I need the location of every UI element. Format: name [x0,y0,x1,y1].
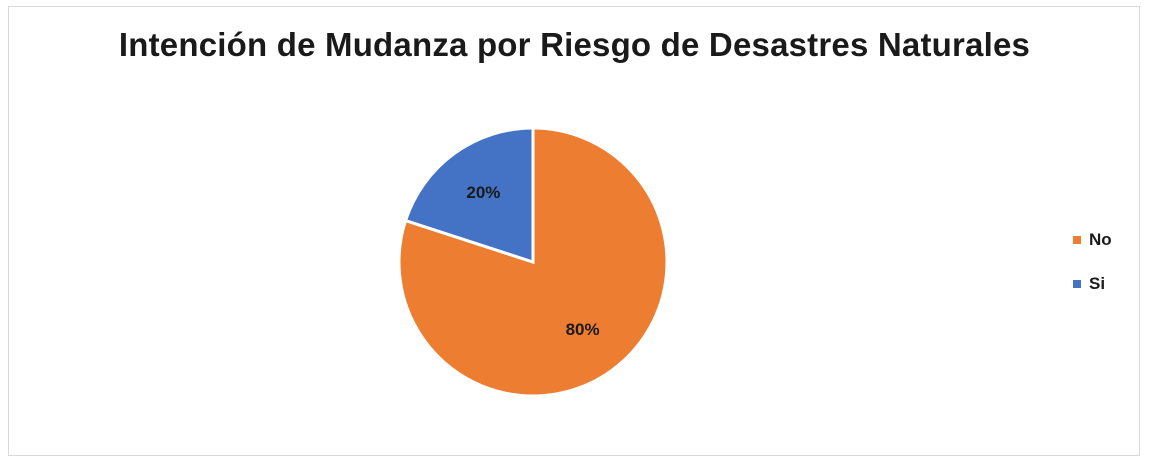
pie-slices [397,126,669,398]
legend-item-no: No [1073,228,1112,252]
legend-swatch-si [1073,280,1081,288]
legend: No Si [1073,228,1112,316]
data-label-no: 80% [566,320,600,339]
pie-slice-si [403,126,535,265]
legend-swatch-no [1073,236,1081,244]
legend-item-si: Si [1073,272,1112,296]
data-label-si: 20% [466,183,500,202]
legend-label-si: Si [1089,274,1106,293]
legend-label-no: No [1089,230,1112,249]
chart-title: Intención de Mudanza por Riesgo de Desas… [118,26,1031,63]
pie-labels: 80% 20% [466,183,599,339]
